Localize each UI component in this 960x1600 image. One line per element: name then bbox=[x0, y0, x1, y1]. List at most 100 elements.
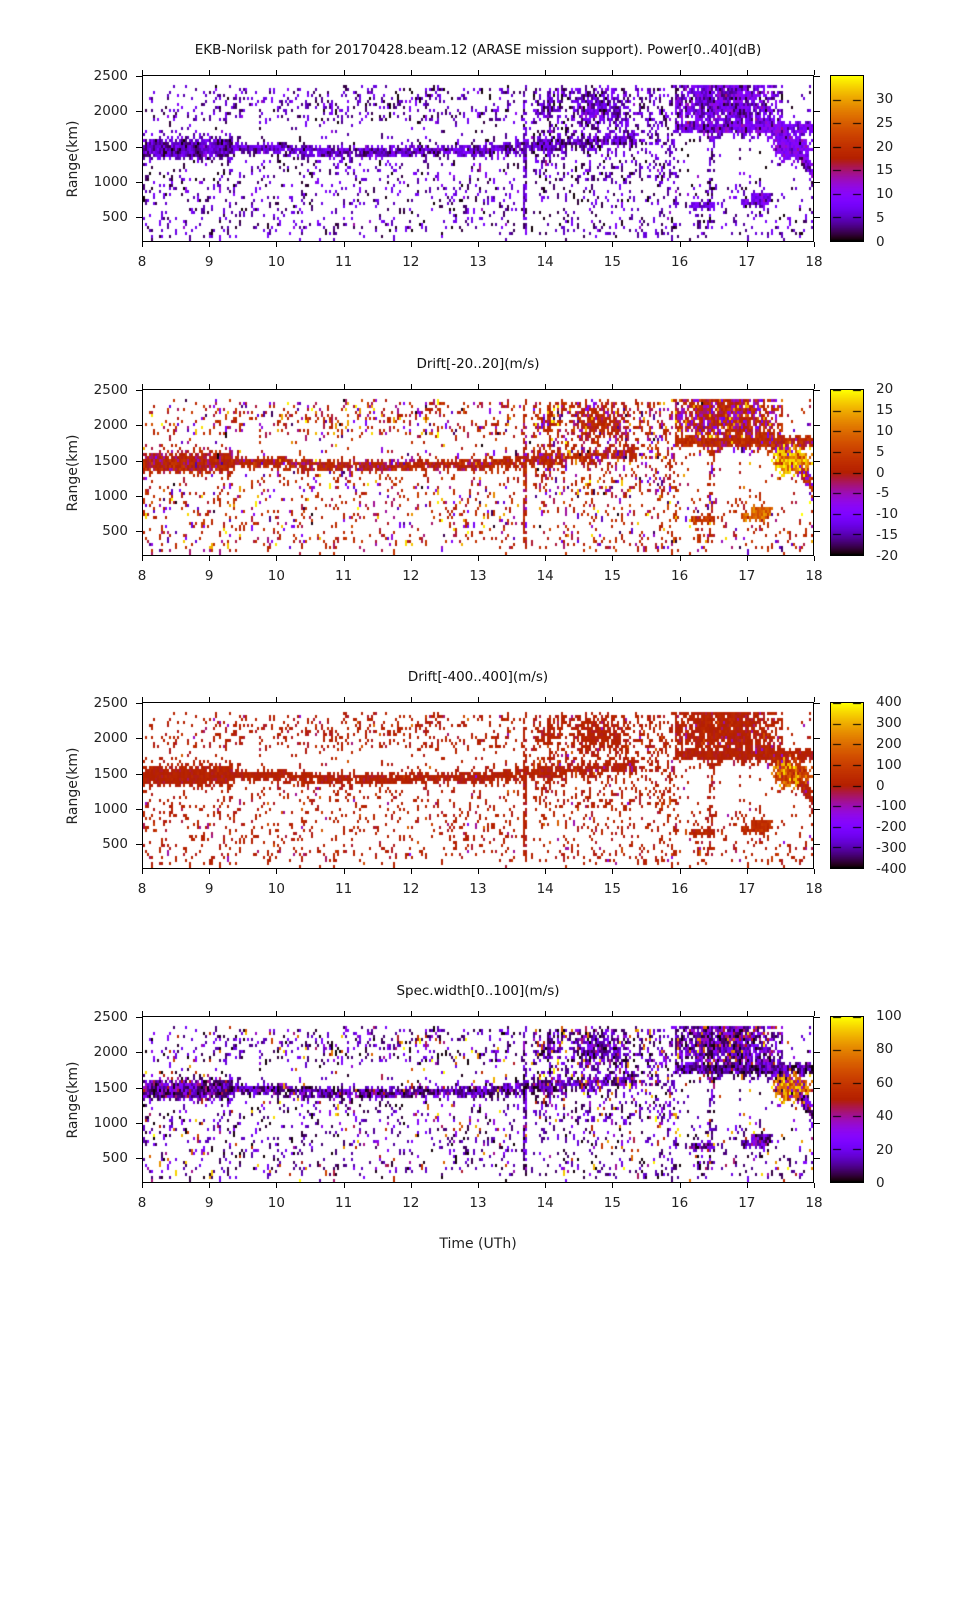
y-tickmark bbox=[814, 390, 820, 392]
cb-tick-label: -5 bbox=[876, 485, 890, 502]
y-tick-label: 1500 bbox=[93, 452, 128, 469]
x-tickmark bbox=[142, 1183, 143, 1188]
x-tickmark bbox=[746, 384, 748, 389]
x-tickmark bbox=[679, 1011, 681, 1016]
y-tick-label: 1500 bbox=[93, 1079, 128, 1096]
x-tickmark bbox=[814, 869, 815, 874]
x-tickmark bbox=[612, 70, 614, 75]
x-tickmark bbox=[343, 384, 345, 389]
panel-title-drift400: Drift[-400..400](m/s) bbox=[407, 669, 549, 685]
x-tick-label: 9 bbox=[204, 1195, 214, 1211]
y-tickmark bbox=[814, 1087, 820, 1089]
x-tickmark bbox=[545, 1183, 547, 1188]
x-tickmark bbox=[612, 384, 614, 389]
y-tickmark bbox=[814, 146, 820, 148]
x-tick-label: 12 bbox=[402, 881, 420, 897]
y-tickmark bbox=[814, 530, 820, 532]
x-tickmark bbox=[209, 556, 211, 561]
colorbar-gradient-power bbox=[831, 76, 863, 241]
x-tick-label: 17 bbox=[738, 254, 756, 270]
x-tick-label: 12 bbox=[402, 1195, 420, 1211]
cb-tick-label: 30 bbox=[876, 90, 894, 107]
x-tickmark bbox=[276, 869, 278, 874]
y-tick-label: 2500 bbox=[93, 1009, 128, 1026]
x-tickmark bbox=[814, 556, 815, 561]
cb-tick-label: 0 bbox=[876, 1175, 885, 1191]
y-tickmark bbox=[814, 425, 820, 427]
x-tick-label: 14 bbox=[536, 254, 554, 270]
y-tickmark bbox=[814, 1157, 820, 1159]
cb-tick-label: -10 bbox=[876, 506, 899, 523]
y-tick-label: 1000 bbox=[93, 800, 128, 817]
x-tickmark bbox=[814, 70, 815, 75]
y-tickmark bbox=[814, 738, 820, 740]
x-tickmark bbox=[545, 1011, 547, 1016]
x-tickmark bbox=[142, 1011, 143, 1016]
x-tick-label: 16 bbox=[671, 1195, 689, 1211]
y-tickmark bbox=[136, 1052, 142, 1054]
cb-tick-label: 60 bbox=[876, 1074, 894, 1091]
y-tickmark bbox=[814, 495, 820, 497]
x-tickmark bbox=[814, 384, 815, 389]
cb-tick-label: 5 bbox=[876, 443, 885, 460]
x-tick-label: 18 bbox=[805, 881, 823, 897]
y-tickmark bbox=[136, 425, 142, 427]
x-tickmark bbox=[142, 384, 143, 389]
x-tick-label: 18 bbox=[805, 1195, 823, 1211]
y-tickmark bbox=[814, 843, 820, 845]
cb-tick-label: 400 bbox=[876, 694, 902, 710]
x-tickmark bbox=[343, 242, 345, 247]
x-tickmark bbox=[679, 869, 681, 874]
y-tickmark bbox=[814, 460, 820, 462]
y-tickmark bbox=[136, 773, 142, 775]
cb-tick-label: -200 bbox=[876, 819, 907, 836]
x-tickmark bbox=[679, 242, 681, 247]
cb-tick-label: 0 bbox=[876, 464, 885, 481]
x-tickmark bbox=[410, 1183, 412, 1188]
x-tickmark bbox=[545, 242, 547, 247]
x-tickmark bbox=[478, 1183, 479, 1188]
y-tickmark bbox=[136, 460, 142, 462]
cb-tick-label: 10 bbox=[876, 186, 894, 203]
colorbar-power bbox=[830, 75, 864, 242]
scatter-canvas-drift400 bbox=[143, 703, 813, 868]
cb-tick-label: -300 bbox=[876, 840, 907, 857]
x-tickmark bbox=[478, 70, 479, 75]
y-tick-label: 1000 bbox=[93, 487, 128, 504]
y-tickmark bbox=[814, 1017, 820, 1019]
x-tick-label: 16 bbox=[671, 568, 689, 584]
y-tickmark bbox=[136, 76, 142, 78]
x-tickmark bbox=[679, 556, 681, 561]
y-tickmark bbox=[814, 1122, 820, 1124]
y-tickmark bbox=[814, 181, 820, 183]
cb-tick-label: 200 bbox=[876, 735, 902, 752]
x-tick-label: 17 bbox=[738, 1195, 756, 1211]
y-tickmark bbox=[814, 216, 820, 218]
x-tick-label: 10 bbox=[267, 254, 285, 270]
x-tickmark bbox=[410, 242, 412, 247]
x-tickmark bbox=[679, 697, 681, 702]
x-tick-label: 13 bbox=[469, 881, 487, 897]
y-tick-label: 1500 bbox=[93, 765, 128, 782]
x-tickmark bbox=[612, 1011, 614, 1016]
x-tick-label: 11 bbox=[335, 1195, 353, 1211]
plot-area-drift20 bbox=[142, 389, 814, 556]
x-tickmark bbox=[343, 869, 345, 874]
y-tickmark bbox=[136, 808, 142, 810]
y-tickmark bbox=[136, 1157, 142, 1159]
x-tickmark bbox=[209, 70, 211, 75]
y-tickmark bbox=[136, 111, 142, 113]
y-tick-label: 2500 bbox=[93, 382, 128, 399]
x-tickmark bbox=[545, 869, 547, 874]
panel-title-drift20: Drift[-20..20](m/s) bbox=[416, 356, 540, 372]
x-tickmark bbox=[209, 1183, 211, 1188]
cb-tick-label: 0 bbox=[876, 777, 885, 794]
x-tickmark bbox=[276, 242, 278, 247]
cb-tick-label: 300 bbox=[876, 714, 902, 731]
x-tickmark bbox=[679, 70, 681, 75]
cb-tick-label: 80 bbox=[876, 1041, 894, 1058]
y-tick-label: 500 bbox=[102, 835, 128, 852]
y-tickmark bbox=[136, 1122, 142, 1124]
y-tick-label: 2500 bbox=[93, 68, 128, 85]
